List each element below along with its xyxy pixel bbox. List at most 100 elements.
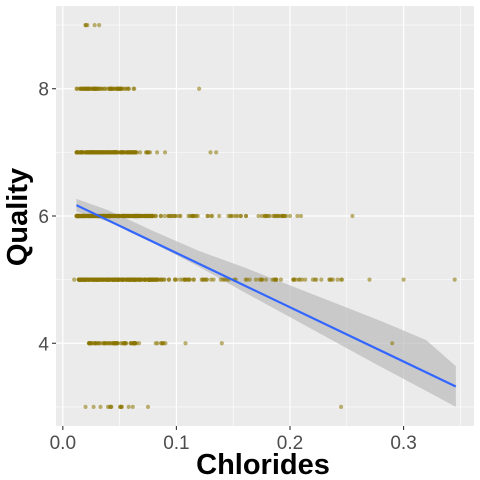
data-point xyxy=(137,150,143,155)
data-point xyxy=(153,341,158,346)
data-point xyxy=(173,277,178,282)
data-point xyxy=(93,277,98,282)
data-point xyxy=(166,277,172,282)
data-point xyxy=(183,277,189,282)
data-point xyxy=(169,213,174,219)
data-point xyxy=(72,277,77,282)
data-point xyxy=(218,277,223,282)
data-point xyxy=(99,86,105,91)
data-point xyxy=(204,277,209,282)
data-point xyxy=(276,213,281,219)
data-point xyxy=(86,341,91,346)
data-point xyxy=(214,150,219,155)
data-point xyxy=(259,213,265,219)
data-point xyxy=(117,213,122,219)
data-point xyxy=(205,213,210,219)
data-point xyxy=(91,404,96,410)
data-point xyxy=(83,22,88,28)
data-point xyxy=(243,213,249,219)
y-tick-label: 8 xyxy=(38,80,49,101)
data-point xyxy=(259,277,265,282)
data-point xyxy=(136,341,142,346)
data-point xyxy=(75,213,80,219)
data-point xyxy=(154,150,160,155)
data-point xyxy=(83,404,88,410)
data-point xyxy=(303,277,308,282)
data-point xyxy=(162,213,167,219)
data-point xyxy=(327,277,332,282)
data-point xyxy=(256,213,261,219)
data-point xyxy=(114,150,119,155)
data-point xyxy=(100,277,105,282)
data-point xyxy=(244,277,249,282)
data-point xyxy=(133,150,139,155)
data-point xyxy=(281,213,287,219)
data-point xyxy=(158,213,164,219)
data-point xyxy=(108,404,114,410)
data-point xyxy=(83,213,88,219)
data-point xyxy=(166,213,171,219)
data-point xyxy=(80,213,85,219)
data-point xyxy=(187,213,193,219)
data-point xyxy=(89,150,94,155)
data-point xyxy=(126,150,131,155)
data-point xyxy=(339,404,344,410)
data-point xyxy=(111,341,117,346)
data-point xyxy=(267,213,272,219)
data-point xyxy=(126,404,131,410)
data-point xyxy=(93,150,98,155)
data-point xyxy=(191,277,196,282)
data-point xyxy=(146,213,151,219)
data-point xyxy=(111,213,117,219)
data-point xyxy=(107,277,112,282)
data-point xyxy=(273,277,278,282)
data-point xyxy=(86,86,91,91)
data-point xyxy=(262,213,268,219)
data-point xyxy=(217,213,222,219)
data-point xyxy=(278,277,284,282)
data-point xyxy=(197,86,202,91)
data-point xyxy=(92,22,97,28)
data-point xyxy=(295,213,300,219)
data-point xyxy=(133,277,138,282)
data-point xyxy=(312,277,318,282)
data-point xyxy=(219,341,224,346)
data-point xyxy=(104,150,109,155)
data-point xyxy=(74,86,79,91)
x-tick-label: 0.0 xyxy=(50,433,76,454)
data-point xyxy=(110,277,115,282)
data-point xyxy=(319,277,324,282)
x-tick-label: 0.1 xyxy=(163,433,189,454)
data-point xyxy=(107,86,112,91)
data-point xyxy=(123,86,128,91)
data-point xyxy=(90,213,95,219)
data-point xyxy=(78,277,84,282)
data-point xyxy=(158,277,164,282)
data-point xyxy=(125,213,130,219)
data-point xyxy=(98,150,104,155)
data-point xyxy=(291,277,297,282)
data-point xyxy=(152,277,158,282)
data-point xyxy=(105,404,111,410)
x-tick-label: 0.3 xyxy=(390,433,416,454)
data-point xyxy=(96,86,101,91)
data-point xyxy=(195,213,200,219)
data-point xyxy=(297,277,302,282)
data-point xyxy=(208,150,213,155)
data-point xyxy=(145,404,151,410)
data-point xyxy=(199,277,204,282)
data-point xyxy=(263,277,269,282)
data-point xyxy=(79,86,84,91)
data-point xyxy=(117,86,122,91)
data-point xyxy=(350,213,355,219)
data-point xyxy=(133,341,138,346)
x-tick-label: 0.2 xyxy=(277,433,303,454)
data-point xyxy=(130,404,135,410)
data-point xyxy=(97,22,102,28)
data-point xyxy=(133,213,138,219)
data-point xyxy=(287,213,293,219)
y-tick-label: 4 xyxy=(38,334,49,355)
data-point xyxy=(147,277,153,282)
data-point xyxy=(83,86,88,91)
